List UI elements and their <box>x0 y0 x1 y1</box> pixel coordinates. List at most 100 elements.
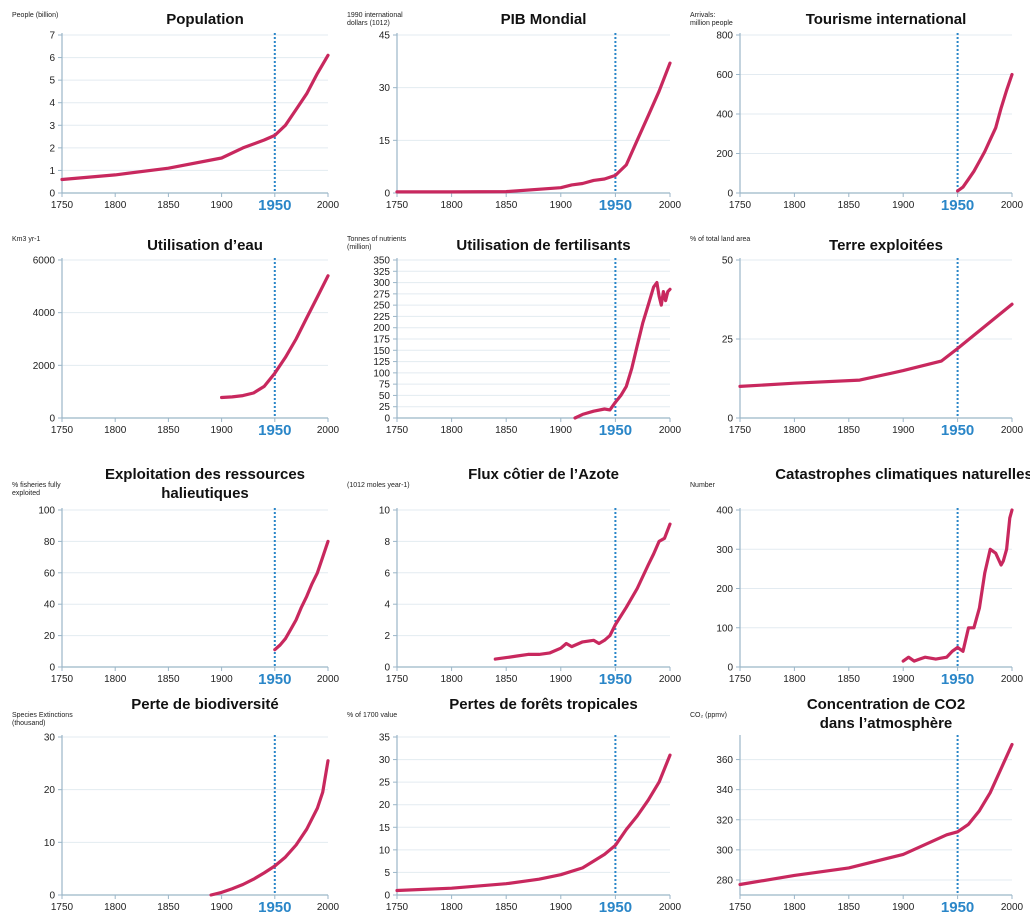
y-tick-label: 0 <box>49 414 55 425</box>
y-tick-label: 1 <box>49 166 55 177</box>
y-tick-label: 325 <box>373 267 390 278</box>
x-tick-label: 1850 <box>838 200 861 211</box>
y-axis-label: (1012 moles year-1) <box>347 482 410 489</box>
y-tick-label: 350 <box>373 256 390 267</box>
series-line <box>738 302 1014 388</box>
y-tick-label: 400 <box>716 506 733 517</box>
y-tick-label: 50 <box>379 391 391 402</box>
y-tick-label: 600 <box>716 70 733 81</box>
x-tick-label-highlight: 1950 <box>599 422 632 439</box>
x-tick-label: 1850 <box>157 902 180 913</box>
x-tick-label: 1800 <box>783 902 806 913</box>
y-tick-label: 10 <box>44 838 56 849</box>
y-tick-label: 20 <box>44 631 56 642</box>
y-tick-label: 0 <box>727 663 733 674</box>
series-line <box>273 539 330 652</box>
y-tick-label: 360 <box>716 755 733 766</box>
y-tick-label: 125 <box>373 357 390 368</box>
y-tick-label: 2 <box>384 631 390 642</box>
x-tick-label: 1750 <box>386 674 409 685</box>
y-tick-label: 2 <box>49 143 55 154</box>
y-axis-label: Number <box>690 482 715 489</box>
y-tick-label: 200 <box>373 323 390 334</box>
y-tick-label: 15 <box>379 136 391 147</box>
y-tick-label: 0 <box>49 891 55 902</box>
x-tick-label: 1800 <box>104 902 127 913</box>
x-tick-label: 2000 <box>1001 674 1024 685</box>
chart-title: Flux côtier de l’Azote <box>468 466 619 483</box>
y-tick-label: 75 <box>379 380 391 391</box>
y-tick-label: 40 <box>44 600 56 611</box>
x-tick-label: 1750 <box>386 902 409 913</box>
x-tick-label: 2000 <box>659 674 682 685</box>
y-tick-label: 6 <box>384 568 390 579</box>
chart-title: Catastrophes climatiques naturelles <box>775 466 1030 483</box>
x-tick-label: 1750 <box>51 425 74 436</box>
y-tick-label: 30 <box>379 83 391 94</box>
y-tick-label: 0 <box>49 663 55 674</box>
x-tick-label-highlight: 1950 <box>258 671 291 688</box>
y-tick-label: 5 <box>384 868 390 879</box>
x-tick-label-highlight: 1950 <box>599 899 632 916</box>
series-line <box>220 274 330 400</box>
x-tick-label-highlight: 1950 <box>599 671 632 688</box>
y-tick-label: 280 <box>716 875 733 886</box>
y-tick-label: 25 <box>379 402 391 413</box>
x-tick-label: 2000 <box>1001 200 1024 211</box>
x-tick-label: 1850 <box>838 902 861 913</box>
y-axis-label: Km3 yr-1 <box>12 236 41 243</box>
x-tick-label: 1900 <box>892 674 915 685</box>
x-tick-label-highlight: 1950 <box>258 899 291 916</box>
y-tick-label: 340 <box>716 785 733 796</box>
y-axis-label: CO₂ (ppmv) <box>690 712 727 719</box>
x-tick-label: 1850 <box>157 425 180 436</box>
x-tick-label: 1850 <box>495 902 518 913</box>
x-tick-label: 2000 <box>1001 902 1024 913</box>
x-tick-label-highlight: 1950 <box>941 197 974 214</box>
y-tick-label: 100 <box>38 506 55 517</box>
series-line <box>209 759 330 897</box>
x-tick-label: 1750 <box>51 902 74 913</box>
y-tick-label: 25 <box>722 335 734 346</box>
chart-title: Exploitation des ressources halieutiques <box>104 466 306 502</box>
chart-title: Concentration de CO2 dans l’atmosphère <box>806 696 966 732</box>
x-tick-label: 2000 <box>317 674 340 685</box>
y-tick-label: 6000 <box>33 256 56 267</box>
x-tick-label: 1850 <box>495 425 518 436</box>
x-tick-label: 1750 <box>51 674 74 685</box>
y-tick-label: 8 <box>384 537 390 548</box>
x-tick-label: 1850 <box>157 200 180 211</box>
x-tick-label-highlight: 1950 <box>258 422 291 439</box>
y-tick-label: 250 <box>373 301 390 312</box>
y-axis-label: % of total land area <box>690 236 751 243</box>
y-tick-label: 2000 <box>33 361 56 372</box>
x-tick-label-highlight: 1950 <box>599 197 632 214</box>
x-tick-label: 1850 <box>495 200 518 211</box>
y-tick-label: 225 <box>373 312 390 323</box>
x-tick-label: 2000 <box>659 902 682 913</box>
y-tick-label: 10 <box>379 506 391 517</box>
y-tick-label: 320 <box>716 815 733 826</box>
y-tick-label: 4 <box>384 600 390 611</box>
x-tick-label: 1750 <box>51 200 74 211</box>
x-tick-label: 1850 <box>157 674 180 685</box>
x-tick-label: 1750 <box>386 425 409 436</box>
x-tick-label: 2000 <box>317 425 340 436</box>
x-tick-label: 1800 <box>440 674 463 685</box>
x-tick-label: 2000 <box>317 200 340 211</box>
y-tick-label: 80 <box>44 537 56 548</box>
y-tick-label: 0 <box>384 891 390 902</box>
y-tick-label: 6 <box>49 53 55 64</box>
x-tick-label-highlight: 1950 <box>941 422 974 439</box>
x-tick-label: 1800 <box>783 200 806 211</box>
chart-title: Tourisme international <box>805 11 967 28</box>
chart-title: Utilisation d’eau <box>147 237 263 254</box>
y-tick-label: 100 <box>716 623 733 634</box>
chart-title: Perte de biodiversité <box>131 696 279 713</box>
